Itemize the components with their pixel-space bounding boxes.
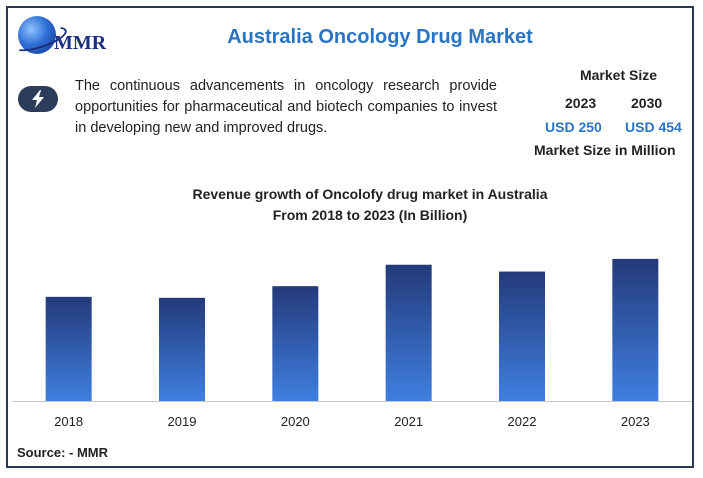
bar-2020 <box>272 286 319 401</box>
chart-title: Revenue growth of Oncolofy drug market i… <box>192 186 548 202</box>
x-tick-label-2021: 2021 <box>394 414 423 429</box>
source-note: Source: - MMR <box>17 445 108 460</box>
x-tick-label-2018: 2018 <box>54 414 83 429</box>
bar-2021 <box>385 264 432 401</box>
market-size-unit: Market Size in Million <box>534 142 676 158</box>
description-text: The continuous advancements in oncology … <box>75 78 497 136</box>
x-tick-label-2023: 2023 <box>621 414 650 429</box>
frame-border <box>6 6 694 468</box>
x-tick-label-2022: 2022 <box>508 414 537 429</box>
chart-title-block: Revenue growth of Oncolofy drug market i… <box>120 184 620 226</box>
page-title: Australia Oncology Drug Market <box>227 26 533 48</box>
globe-icon <box>18 16 56 54</box>
lightning-bolt-icon <box>18 86 58 112</box>
x-tick-label-2019: 2019 <box>168 414 197 429</box>
market-size-value-2030: USD 454 <box>625 119 682 135</box>
bar-2022 <box>499 271 545 401</box>
market-size-year-2023: 2023 <box>565 95 597 111</box>
market-size-value-2023: USD 250 <box>545 119 602 135</box>
market-size-year-2030: 2030 <box>631 95 663 111</box>
bar-2019 <box>159 297 205 401</box>
chart-subtitle: From 2018 to 2023 (In Billion) <box>272 207 468 223</box>
x-tick-label-2020: 2020 <box>281 414 310 429</box>
logo-text: MMR <box>54 32 107 54</box>
bar-2018 <box>45 296 92 401</box>
market-size-heading: Market Size <box>579 67 658 83</box>
bar-2023 <box>612 258 659 401</box>
mmr-logo: MMR <box>10 14 118 60</box>
